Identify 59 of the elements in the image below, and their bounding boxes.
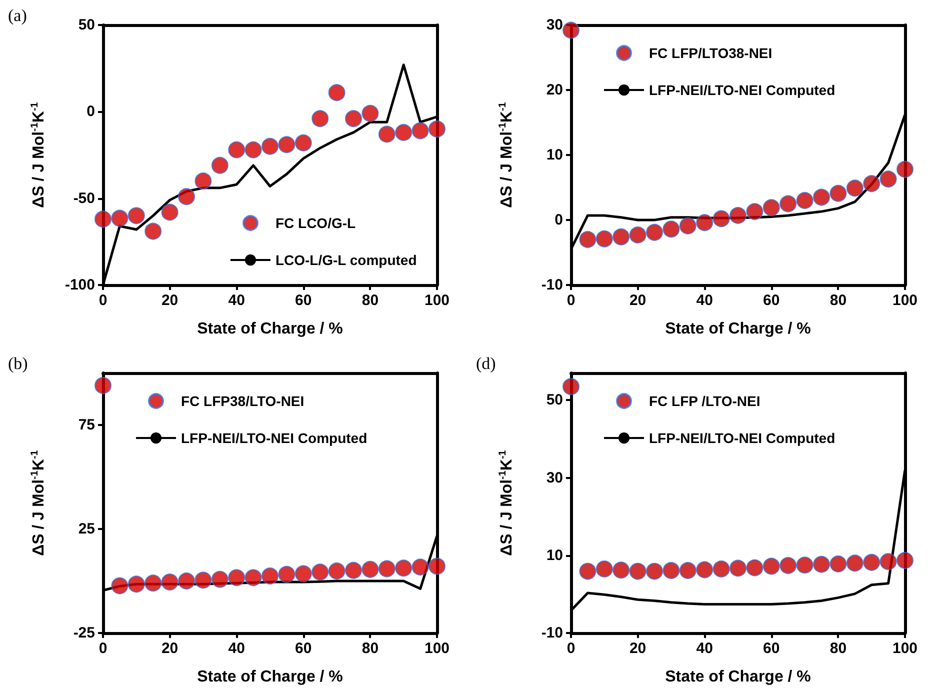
y-tick-label: 10 (546, 146, 563, 164)
y-tick-label: -100 (64, 276, 95, 294)
y-axis-title: ΔS / J Mol-1K-1 (498, 450, 516, 556)
x-axis-title: State of Charge / % (197, 668, 343, 686)
x-tick-label: 80 (362, 292, 379, 309)
x-tick-label: 80 (830, 292, 847, 309)
x-tick-label: 0 (566, 640, 576, 657)
y-tick-label: -25 (73, 624, 95, 642)
legend-label: FC LFP38/LTO-NEI (181, 393, 304, 409)
x-tick-label: 100 (424, 640, 450, 657)
legend-label: FC LFP/LTO38-NEI (649, 45, 772, 61)
legend-label: LCO-L/G-L computed (275, 252, 417, 268)
y-tick-label: 25 (78, 520, 95, 538)
y-tick-label: 10 (546, 546, 563, 564)
x-tick-label: 80 (362, 640, 379, 657)
x-tick-label: 20 (161, 640, 178, 657)
legend-label: LFP-NEI/LTO-NEI Computed (649, 430, 836, 446)
x-tick-label: 60 (295, 640, 312, 657)
x-tick-label: 20 (629, 292, 646, 309)
x-tick-label: 80 (830, 640, 847, 657)
x-tick-label: 40 (228, 640, 245, 657)
x-axis-title: State of Charge / % (665, 320, 811, 338)
y-tick-label: 75 (78, 416, 95, 434)
y-tick-label: -10 (541, 276, 563, 294)
legend-label: LFP-NEI/LTO-NEI Computed (181, 430, 368, 446)
legend-label: FC LFP /LTO-NEI (649, 393, 760, 409)
y-tick-label: 30 (546, 469, 563, 486)
x-tick-label: 100 (892, 640, 918, 657)
y-tick-label: 20 (546, 82, 563, 98)
x-tick-label: 40 (228, 292, 245, 309)
x-tick-label: 100 (424, 292, 450, 309)
text: (d) (476, 354, 496, 374)
y-axis-title: ΔS / J Mol-1K-1 (30, 450, 48, 556)
y-axis-title: ΔS / J Mol-1K-1 (30, 102, 48, 208)
y-tick-label: 30 (546, 16, 563, 34)
y-tick-label: 50 (546, 392, 563, 409)
legend-label: LFP-NEI/LTO-NEI Computed (649, 82, 836, 98)
x-tick-label: 60 (763, 292, 780, 309)
x-tick-label: 100 (892, 292, 918, 309)
x-tick-label: 0 (566, 292, 576, 309)
x-tick-label: 0 (98, 292, 108, 309)
y-tick-label: 50 (78, 16, 95, 34)
x-tick-label: 20 (629, 640, 646, 657)
x-tick-label: 60 (295, 292, 312, 309)
x-axis-title: State of Charge / % (665, 668, 811, 686)
text: (a) (8, 6, 27, 26)
x-tick-label: 20 (161, 292, 178, 309)
x-axis-title: State of Charge / % (197, 320, 343, 338)
x-tick-label: 40 (696, 292, 713, 309)
x-tick-label: 60 (763, 640, 780, 657)
x-tick-label: 40 (696, 640, 713, 657)
y-axis-title: ΔS / J Mol-1K-1 (498, 102, 516, 208)
y-tick-label: -10 (541, 624, 563, 642)
y-tick-label: -50 (73, 190, 95, 207)
legend-label: FC LCO/G-L (275, 215, 356, 231)
text: (b) (8, 354, 28, 374)
x-tick-label: 0 (98, 640, 108, 657)
y-tick-label: 0 (86, 103, 95, 120)
y-tick-label: 0 (554, 212, 563, 228)
